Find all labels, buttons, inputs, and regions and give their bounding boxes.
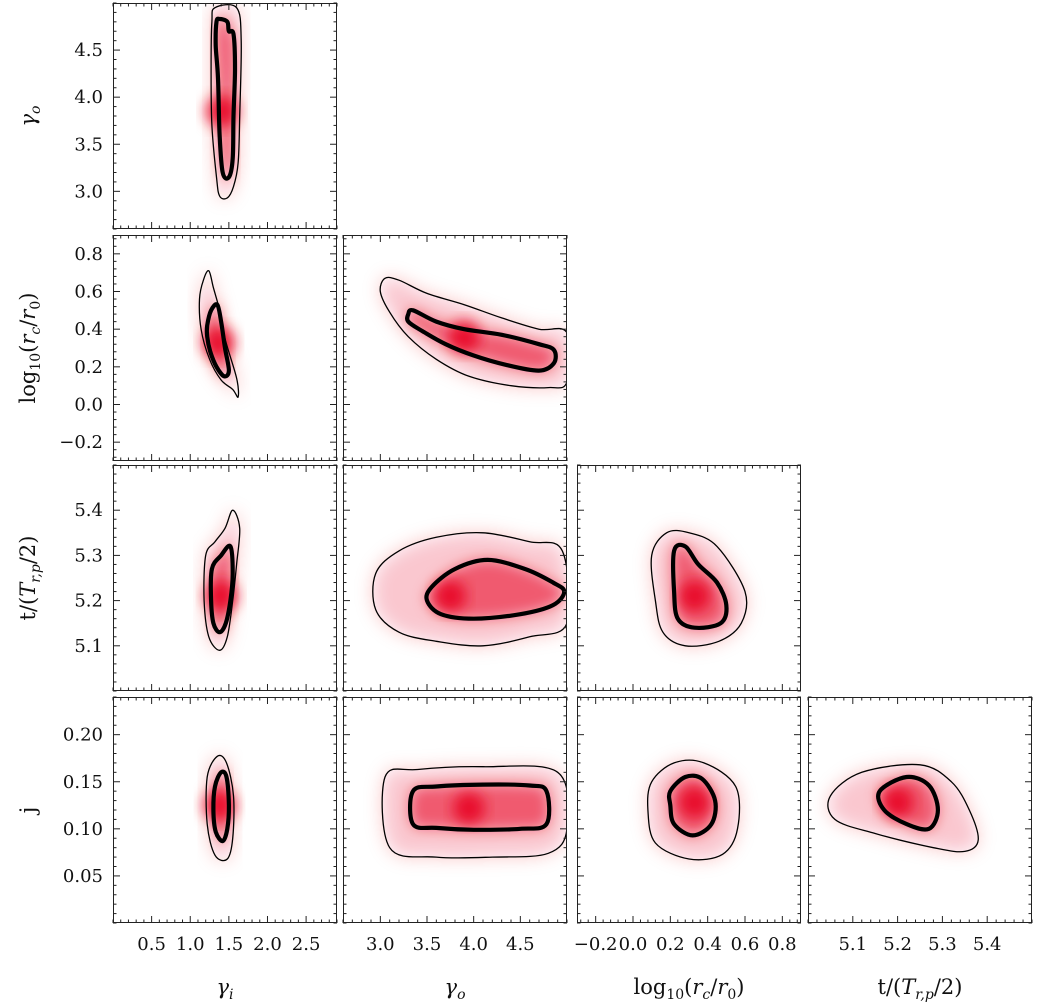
y-tick-label: 0.8 (74, 244, 103, 265)
x-tick-label: 0.5 (137, 934, 166, 955)
x-tick-label: 5.2 (883, 934, 912, 955)
contour-95 (827, 763, 979, 853)
y-tick-label: 3.0 (74, 181, 103, 202)
y-tick-label: 5.4 (74, 500, 103, 521)
y-axis-title: γo (16, 106, 44, 127)
contour-68 (424, 557, 567, 621)
density-peak (434, 580, 467, 613)
panel-gi-vs-rc (112, 235, 338, 461)
ticks (112, 696, 338, 924)
panel-gi-vs-t (112, 464, 338, 692)
panel-gi-vs-j (112, 696, 338, 924)
x-axis-title: log10(rc/r0) (634, 975, 745, 1003)
panel-gi-vs-go (112, 2, 338, 230)
y-tick-label: 5.1 (74, 636, 103, 657)
contour-68 (876, 774, 940, 832)
panel-rc-vs-t (577, 464, 801, 692)
x-tick-label: 5.4 (973, 934, 1002, 955)
contour-95 (650, 529, 748, 647)
contour-95 (210, 4, 242, 200)
y-tick-label: 0.4 (74, 319, 103, 340)
x-tick-label: 2.5 (292, 934, 321, 955)
x-axis-title: t/(Tr,p/2) (878, 975, 963, 1003)
x-tick-label: 0.8 (768, 934, 797, 955)
density-peak (678, 786, 711, 819)
x-tick-label: −0.2 (574, 934, 618, 955)
panel-go-vs-j (342, 696, 568, 924)
contour-68 (211, 769, 232, 844)
panel-rc-vs-j (577, 696, 801, 924)
y-tick-label: 5.3 (74, 545, 103, 566)
density-peak (453, 792, 485, 825)
panel-t-vs-j (807, 696, 1033, 924)
y-tick-label: 0.15 (63, 772, 103, 793)
x-axis-title: γi (216, 975, 233, 1003)
y-tick-label: 0.10 (63, 819, 103, 840)
y-axis-title: log10(rc/r0) (16, 293, 44, 404)
contour-95 (205, 754, 235, 862)
contour-95 (203, 509, 241, 651)
x-tick-label: 3.0 (366, 934, 395, 955)
x-tick-label: 2.0 (253, 934, 282, 955)
ticks (342, 464, 568, 692)
contour-95 (646, 759, 741, 861)
panel-go-vs-t (342, 464, 568, 692)
ticks (112, 2, 338, 230)
y-tick-label: 4.0 (74, 87, 103, 108)
contour-95 (372, 531, 567, 647)
contour-95 (381, 765, 567, 859)
density-peak (881, 786, 914, 819)
contour-95 (379, 276, 567, 389)
density-peak (205, 95, 238, 128)
y-tick-label: 0.0 (74, 395, 103, 416)
density-peak (678, 580, 711, 613)
x-tick-label: 5.1 (838, 934, 867, 955)
y-tick-label: −0.2 (59, 432, 103, 453)
ticks (577, 696, 801, 924)
x-tick-label: 4.0 (459, 934, 488, 955)
contour-68 (407, 782, 552, 832)
x-tick-label: 5.3 (928, 934, 957, 955)
contour-68 (208, 543, 235, 635)
panel-go-vs-rc (342, 235, 568, 461)
y-tick-label: 3.5 (74, 134, 103, 155)
ticks (342, 235, 568, 461)
x-tick-label: 3.5 (413, 934, 442, 955)
contour-68 (213, 16, 238, 181)
contour-68 (204, 302, 231, 379)
y-tick-label: 5.2 (74, 591, 103, 612)
x-tick-label: 0.6 (731, 934, 760, 955)
y-axis-title: t/(Tr,p/2) (16, 536, 44, 621)
contour-68 (670, 542, 729, 630)
ticks (112, 235, 338, 461)
y-tick-label: 0.20 (63, 725, 103, 746)
y-tick-label: 4.5 (74, 40, 103, 61)
x-tick-label: 0.2 (656, 934, 685, 955)
x-tick-label: 4.5 (506, 934, 535, 955)
y-tick-label: 0.6 (74, 282, 103, 303)
y-tick-label: 0.2 (74, 357, 103, 378)
panel-frame (577, 465, 801, 691)
ticks (807, 696, 1033, 924)
x-tick-label: 0.0 (619, 934, 648, 955)
x-tick-label: 0.4 (693, 934, 722, 955)
panel-frame (113, 465, 337, 691)
contour-95 (198, 269, 240, 398)
panel-frame (113, 235, 337, 461)
x-axis-title: γo (445, 975, 466, 1003)
x-tick-label: 1.5 (215, 934, 244, 955)
ticks (577, 464, 801, 692)
ticks (112, 464, 338, 692)
contour-68 (666, 773, 718, 838)
ticks (342, 696, 568, 924)
y-tick-label: 0.05 (63, 866, 103, 887)
x-tick-label: 1.0 (176, 934, 205, 955)
y-axis-title: j (16, 807, 40, 817)
contour-68 (405, 307, 558, 373)
